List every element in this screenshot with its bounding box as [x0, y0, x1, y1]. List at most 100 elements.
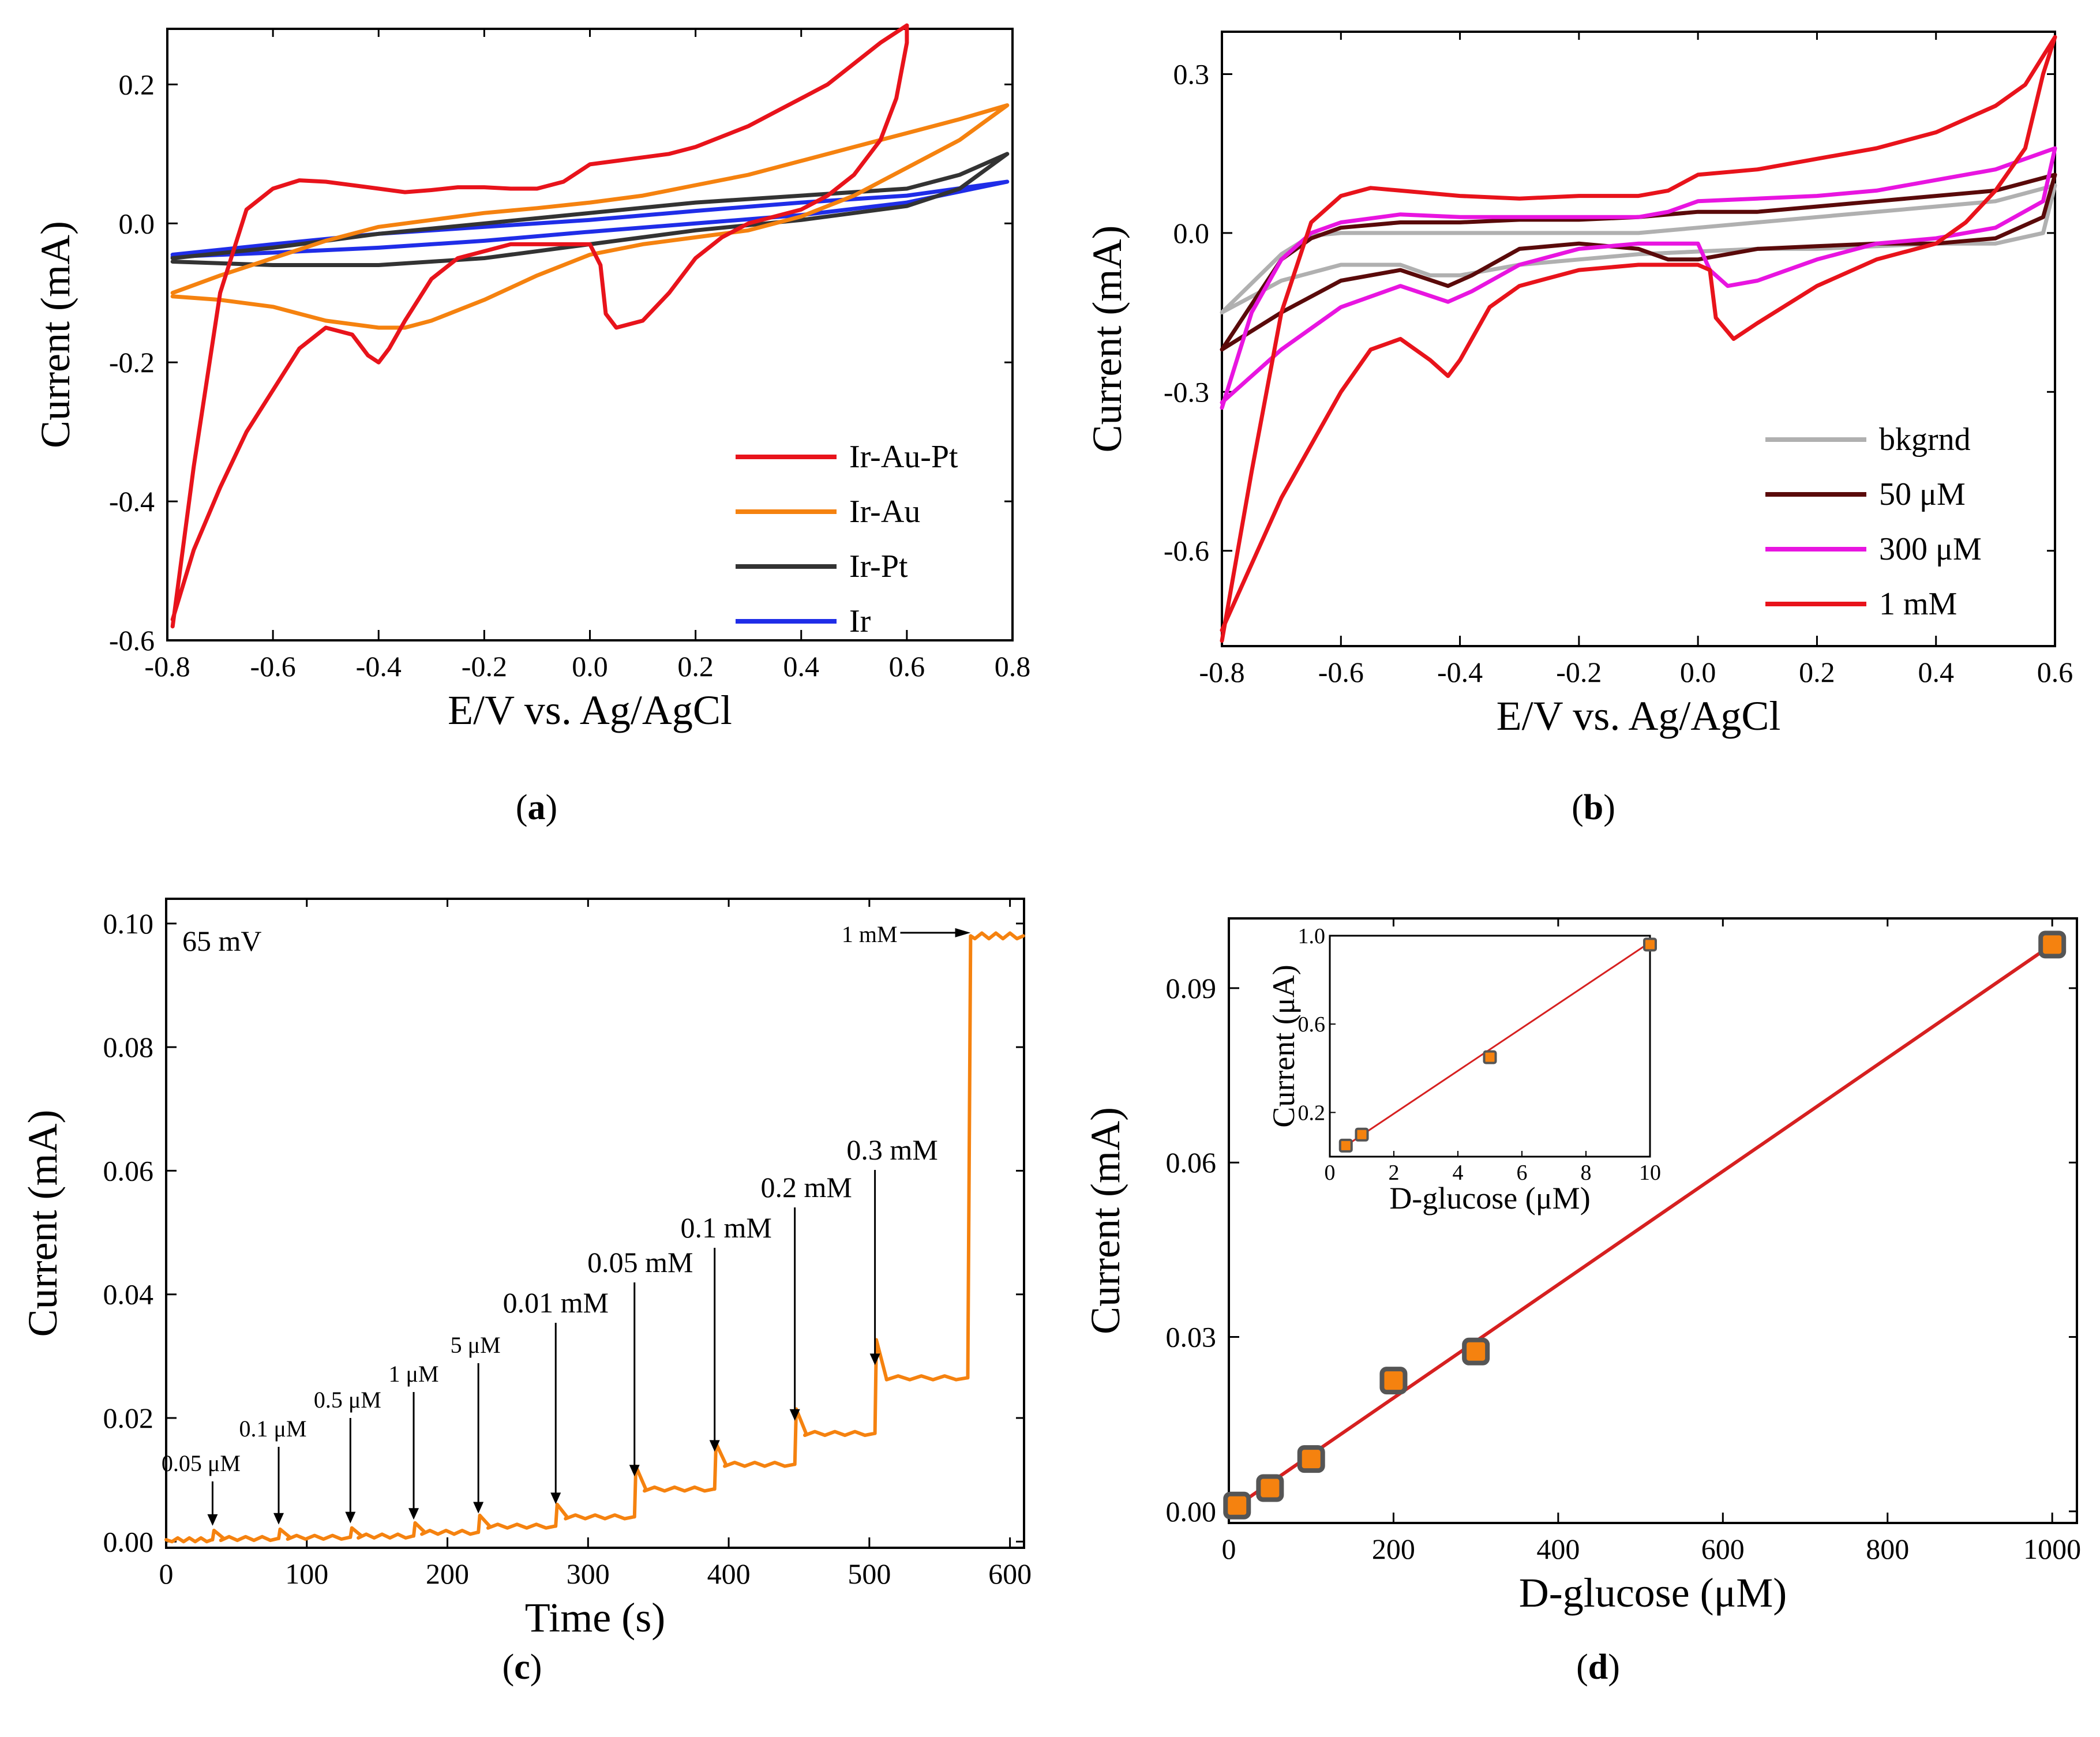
- inset-y-tick-label: 0.6: [1298, 1012, 1326, 1037]
- x-tick-label: -0.8: [144, 650, 190, 682]
- legend-label: 1 mM: [1879, 586, 1957, 622]
- annotation-arrowhead: [550, 1492, 561, 1505]
- y-tick-label: 0.03: [1166, 1321, 1217, 1353]
- x-tick-label: -0.4: [1437, 656, 1483, 688]
- inset-x-axis-title: D-glucose (μM): [1389, 1181, 1590, 1215]
- x-tick-label: 0.8: [995, 650, 1031, 682]
- annotation-label: 0.01 mM: [503, 1286, 609, 1319]
- panel-b: -0.8 -0.6 -0.4 -0.2 0.0 0.2 0.4 0.6 -0.6 -0.3 0.0 0…: [1084, 31, 2073, 827]
- inset-x-tick-label: 4: [1453, 1161, 1464, 1185]
- series-line-Ir: [170, 179, 1010, 259]
- annotation-arrowhead: [789, 1409, 800, 1421]
- x-tick-label: 0.2: [1799, 656, 1835, 688]
- x-tick-label: 0.6: [2037, 656, 2073, 688]
- legend-label: Ir-Au-Pt: [849, 439, 958, 475]
- series-line-Ir-Pt: [170, 152, 1010, 267]
- y-tick-label: -0.3: [1164, 376, 1209, 408]
- annotation-arrowhead: [955, 928, 971, 937]
- annotation-label: 0.05 mM: [587, 1246, 693, 1278]
- inset-x-tick-label: 8: [1581, 1161, 1592, 1185]
- x-tick-label: 0: [1222, 1533, 1236, 1565]
- x-tick-label: 100: [285, 1558, 328, 1590]
- plot-frame: [165, 898, 1025, 1549]
- x-tick-label: 0: [159, 1558, 174, 1590]
- y-tick-label: 0.0: [1173, 217, 1210, 249]
- panel-label: (c): [502, 1648, 542, 1687]
- inset-chart: 0 2 4 6 8 10 0.2 0.6 1.0 D-glucose (μM) Current (μ…: [1266, 924, 1661, 1215]
- x-tick-label: -0.2: [1556, 656, 1602, 688]
- annotation-arrowhead: [629, 1465, 640, 1477]
- y-tick-label: 0.06: [103, 1154, 154, 1187]
- series-line-1 mM: [1220, 35, 2057, 643]
- x-tick-label: 0.6: [889, 650, 925, 682]
- data-point: [1297, 1445, 1325, 1473]
- inset-data-point: [1643, 937, 1657, 952]
- series-line-bkgrnd: [1220, 183, 2057, 315]
- x-tick-label: -0.8: [1199, 656, 1244, 688]
- annotation-arrowhead: [207, 1514, 218, 1526]
- panel-label: (a): [516, 788, 557, 827]
- annotation-arrowhead: [273, 1513, 284, 1525]
- x-tick-label: -0.6: [250, 650, 296, 682]
- y-axis-title: Current (mA): [1082, 1107, 1128, 1334]
- series-line-Ir-Au-Pt: [170, 23, 909, 629]
- x-tick-label: 400: [707, 1558, 751, 1590]
- inset-y-tick-label: 0.2: [1298, 1101, 1326, 1125]
- x-axis-title: E/V vs. Ag/AgCl: [1497, 693, 1781, 739]
- x-tick-label: -0.4: [356, 650, 402, 682]
- x-tick-label: 600: [1701, 1533, 1745, 1565]
- y-tick-label: 0.00: [1166, 1495, 1217, 1528]
- legend-label: bkgrnd: [1879, 422, 1971, 457]
- plot-frame: [1221, 31, 2056, 647]
- data-point: [1223, 1491, 1251, 1520]
- x-axis-title: D-glucose (μM): [1519, 1570, 1787, 1616]
- x-axis-title: Time (s): [525, 1595, 665, 1641]
- x-tick-label: -0.6: [1318, 656, 1364, 688]
- annotation-arrowhead: [345, 1511, 356, 1524]
- x-tick-label: 1000: [2023, 1533, 2081, 1565]
- data-point: [2038, 931, 2067, 959]
- potential-label: 65 mV: [182, 925, 262, 957]
- inset-data-point: [1355, 1127, 1369, 1142]
- panel-label: (d): [1576, 1648, 1620, 1687]
- x-tick-label: 300: [567, 1558, 610, 1590]
- inset-data-point: [1483, 1050, 1497, 1064]
- legend-label: Ir: [849, 603, 871, 639]
- x-tick-label: -0.2: [462, 650, 507, 682]
- annotation-label: 0.3 mM: [846, 1134, 937, 1166]
- x-tick-label: 200: [426, 1558, 469, 1590]
- annotation-label: 0.2 mM: [760, 1171, 852, 1203]
- y-tick-label: -0.6: [109, 624, 155, 656]
- panel-c: 0 100 200 300 400 500 600 0.00 0.02 0.04 0.06 0.08 0…: [20, 898, 1032, 1687]
- series-line-Ir-Au: [170, 103, 1010, 330]
- annotation-label: 0.5 μM: [314, 1387, 381, 1413]
- y-tick-label: 0.09: [1166, 972, 1217, 1004]
- legend-label: 50 μM: [1879, 477, 1966, 512]
- annotation-label: 1 mM: [842, 921, 898, 947]
- plot-frame: [1228, 917, 2078, 1524]
- annotation-arrowhead: [408, 1508, 419, 1520]
- inset-data-point: [1338, 1138, 1353, 1153]
- x-tick-label: 0.0: [572, 650, 608, 682]
- inset-x-tick-label: 0: [1325, 1161, 1336, 1185]
- legend-label: Ir-Au: [849, 494, 920, 530]
- panel-d: 0 200 400 600 800 1000 0.00 0.03 0.06 0.09 D-gluco…: [1082, 917, 2081, 1687]
- fit-line: [1227, 943, 2054, 1513]
- x-tick-label: 400: [1536, 1533, 1580, 1565]
- response-curve: [164, 931, 1025, 1544]
- y-tick-label: 0.10: [103, 907, 154, 940]
- x-tick-label: 0.4: [783, 650, 820, 682]
- x-tick-label: 200: [1372, 1533, 1415, 1565]
- y-tick-label: -0.6: [1164, 535, 1209, 567]
- y-tick-label: -0.2: [109, 346, 155, 378]
- inset-y-axis-title: Current (μA): [1266, 965, 1301, 1127]
- x-tick-label: 0.0: [1680, 656, 1716, 688]
- inset-y-tick-label: 1.0: [1298, 924, 1326, 948]
- x-tick-label: 600: [988, 1558, 1032, 1590]
- series-line-300 μM: [1220, 146, 2057, 410]
- inset-x-tick-label: 2: [1389, 1161, 1400, 1185]
- annotation-arrowhead: [473, 1502, 484, 1514]
- annotation-label: 0.1 mM: [681, 1211, 772, 1244]
- y-axis-title: Current (mA): [1084, 226, 1130, 453]
- y-tick-label: 0.0: [119, 207, 155, 239]
